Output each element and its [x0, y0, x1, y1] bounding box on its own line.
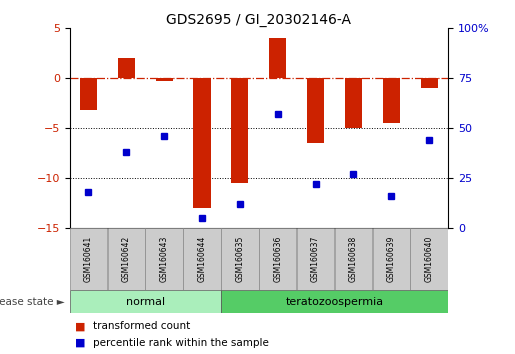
Bar: [421, 78, 438, 88]
Text: GSM160635: GSM160635: [235, 236, 244, 282]
Text: ■: ■: [75, 338, 85, 348]
Bar: [194, 78, 211, 208]
Bar: [259, 228, 297, 290]
Bar: [108, 228, 145, 290]
Bar: [345, 78, 362, 128]
Bar: [156, 78, 173, 81]
Bar: [410, 228, 448, 290]
Bar: [269, 38, 286, 78]
Bar: [297, 228, 334, 290]
Text: disease state ►: disease state ►: [0, 297, 64, 307]
Bar: [372, 228, 410, 290]
Text: transformed count: transformed count: [93, 321, 190, 331]
Bar: [221, 290, 448, 313]
Text: GSM160637: GSM160637: [311, 236, 320, 282]
Text: GSM160643: GSM160643: [160, 236, 168, 282]
Text: percentile rank within the sample: percentile rank within the sample: [93, 338, 269, 348]
Text: GSM160636: GSM160636: [273, 236, 282, 282]
Text: GSM160640: GSM160640: [425, 236, 434, 282]
Text: GSM160642: GSM160642: [122, 236, 131, 282]
Bar: [145, 228, 183, 290]
Text: normal: normal: [126, 297, 165, 307]
Bar: [383, 78, 400, 123]
Text: ■: ■: [75, 321, 85, 331]
Bar: [118, 58, 135, 78]
Bar: [183, 228, 221, 290]
Text: teratozoospermia: teratozoospermia: [285, 297, 384, 307]
Text: GSM160644: GSM160644: [198, 236, 207, 282]
Text: GSM160641: GSM160641: [84, 236, 93, 282]
Text: GSM160639: GSM160639: [387, 236, 396, 282]
Bar: [231, 78, 248, 183]
Bar: [70, 228, 107, 290]
Text: GSM160638: GSM160638: [349, 236, 358, 282]
Bar: [307, 78, 324, 143]
Bar: [70, 290, 221, 313]
Bar: [221, 228, 259, 290]
Bar: [335, 228, 372, 290]
Bar: [80, 78, 97, 110]
Title: GDS2695 / GI_20302146-A: GDS2695 / GI_20302146-A: [166, 13, 351, 27]
